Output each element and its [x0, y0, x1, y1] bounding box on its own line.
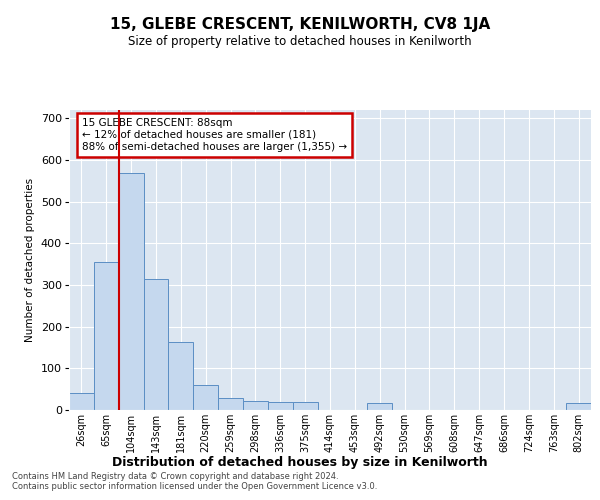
Y-axis label: Number of detached properties: Number of detached properties — [25, 178, 35, 342]
Text: Size of property relative to detached houses in Kenilworth: Size of property relative to detached ho… — [128, 35, 472, 48]
Bar — [169, 342, 193, 410]
Bar — [218, 398, 243, 410]
Bar — [566, 402, 591, 410]
Bar — [293, 402, 317, 410]
Bar — [143, 279, 169, 410]
Bar — [119, 172, 143, 410]
Text: 15 GLEBE CRESCENT: 88sqm
← 12% of detached houses are smaller (181)
88% of semi-: 15 GLEBE CRESCENT: 88sqm ← 12% of detach… — [82, 118, 347, 152]
Bar — [69, 394, 94, 410]
Text: Contains public sector information licensed under the Open Government Licence v3: Contains public sector information licen… — [12, 482, 377, 491]
Bar — [243, 401, 268, 410]
Text: 15, GLEBE CRESCENT, KENILWORTH, CV8 1JA: 15, GLEBE CRESCENT, KENILWORTH, CV8 1JA — [110, 18, 490, 32]
Bar — [268, 402, 293, 410]
Text: Contains HM Land Registry data © Crown copyright and database right 2024.: Contains HM Land Registry data © Crown c… — [12, 472, 338, 481]
Bar — [94, 262, 119, 410]
Bar — [193, 385, 218, 410]
Text: Distribution of detached houses by size in Kenilworth: Distribution of detached houses by size … — [112, 456, 488, 469]
Bar — [367, 402, 392, 410]
